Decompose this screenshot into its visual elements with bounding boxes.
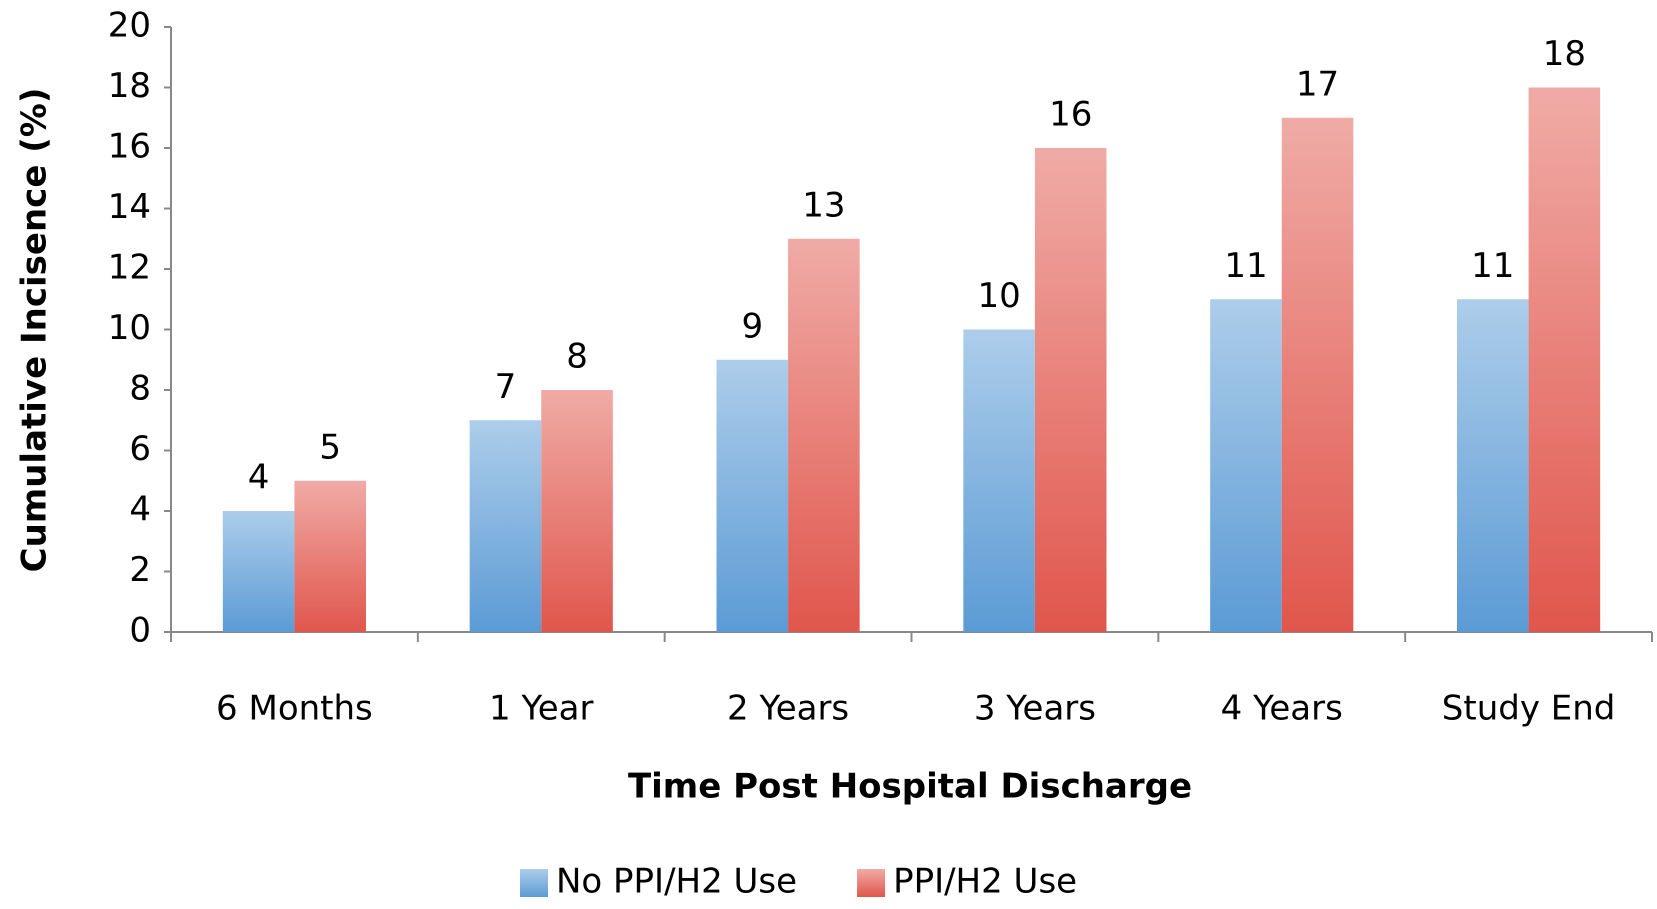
data-label: 13 — [802, 185, 845, 225]
data-label: 18 — [1543, 34, 1586, 74]
y-tick-label: 16 — [108, 127, 151, 167]
legend-swatch — [520, 869, 548, 897]
data-label: 17 — [1296, 64, 1339, 104]
bar — [788, 238, 860, 632]
data-label: 16 — [1049, 95, 1092, 135]
y-axis-title: Cumulative Incisence (%) — [15, 88, 55, 573]
data-label: 8 — [566, 337, 588, 377]
bar — [469, 420, 542, 632]
bar — [294, 480, 366, 632]
y-tick-label: 0 — [129, 611, 151, 651]
bar — [1528, 87, 1601, 632]
data-label: 5 — [319, 427, 341, 467]
y-tick-label: 8 — [129, 369, 151, 409]
y-tick-label: 20 — [108, 6, 151, 46]
data-label: 11 — [1471, 246, 1514, 286]
data-label: 7 — [495, 367, 517, 407]
x-tick-label: Study End — [1442, 689, 1616, 729]
data-label: 4 — [248, 458, 270, 498]
legend-label: PPI/H2 Use — [893, 862, 1077, 902]
legend-label: No PPI/H2 Use — [556, 862, 797, 902]
x-tick-label: 1 Year — [489, 689, 593, 729]
y-tick-label: 18 — [108, 66, 151, 106]
bar — [1281, 117, 1354, 632]
data-label: 11 — [1224, 246, 1267, 286]
bar — [1457, 299, 1529, 632]
y-tick-label: 10 — [108, 308, 151, 348]
bar — [1034, 148, 1107, 632]
x-tick-label: 3 Years — [974, 689, 1096, 729]
bar — [1210, 299, 1282, 632]
bar — [541, 390, 613, 632]
legend-swatch — [857, 869, 886, 897]
y-tick-label: 14 — [108, 187, 151, 227]
bar — [963, 329, 1035, 632]
bar — [222, 511, 295, 632]
y-tick-label: 6 — [129, 429, 151, 469]
bar — [716, 359, 789, 632]
data-label: 10 — [977, 276, 1020, 316]
y-tick-label: 12 — [108, 248, 151, 288]
x-tick-label: 4 Years — [1221, 689, 1343, 729]
y-tick-label: 4 — [129, 490, 151, 530]
y-tick-label: 2 — [129, 550, 151, 590]
x-axis-title: Time Post Hospital Discharge — [628, 767, 1192, 807]
x-tick-label: 2 Years — [727, 689, 849, 729]
data-label: 9 — [741, 306, 763, 346]
x-tick-label: 6 Months — [216, 689, 373, 729]
